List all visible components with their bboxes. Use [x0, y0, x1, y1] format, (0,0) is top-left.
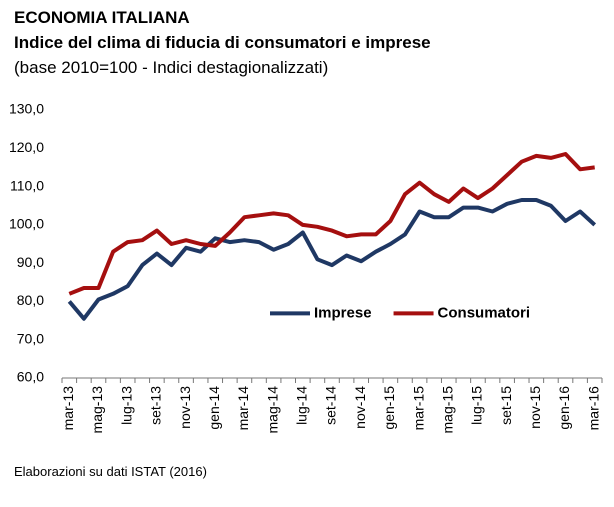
x-tick-label: mar-16	[585, 386, 601, 431]
y-tick-label: 80,0	[17, 292, 44, 308]
x-tick-label: nov-14	[352, 386, 368, 429]
x-tick-label: mar-15	[410, 386, 426, 431]
chart-note: (base 2010=100 - Indici destagionalizzat…	[14, 58, 328, 77]
y-tick-label: 120,0	[9, 139, 44, 155]
y-tick-label: 70,0	[17, 330, 44, 346]
x-tick-label: gen-16	[556, 386, 572, 430]
x-tick-label: mar-14	[235, 386, 251, 431]
y-tick-label: 110,0	[10, 177, 44, 193]
legend-label: Consumatori	[438, 304, 531, 321]
x-tick-label: set-14	[323, 386, 339, 425]
series-line	[67, 198, 597, 321]
x-tick-label: nov-15	[527, 386, 543, 429]
y-tick-label: 130,0	[9, 101, 44, 117]
x-tick-label: lug-14	[294, 386, 310, 425]
x-tick-label: lug-15	[469, 386, 485, 425]
x-tick-label: mar-13	[60, 386, 76, 431]
x-tick-label: lug-13	[118, 386, 134, 425]
x-tick-label: nov-13	[177, 386, 193, 429]
y-tick-label: 100,0	[9, 216, 44, 232]
chart-subtitle: Indice del clima di fiducia di consumato…	[14, 33, 431, 52]
x-tick-label: set-13	[148, 386, 164, 425]
x-tick-label: mag-14	[264, 386, 280, 434]
x-tick-label: set-15	[498, 386, 514, 425]
legend-label: Imprese	[314, 304, 372, 321]
x-tick-label: gen-14	[206, 386, 222, 430]
source-note: Elaborazioni su dati ISTAT (2016)	[14, 464, 207, 479]
chart-title: ECONOMIA ITALIANA	[14, 8, 190, 27]
x-tick-label: mag-15	[439, 386, 455, 434]
x-tick-label: gen-15	[381, 386, 397, 430]
y-tick-label: 90,0	[17, 254, 44, 270]
series-line	[68, 152, 595, 296]
y-tick-label: 60,0	[17, 369, 44, 385]
x-tick-label: mag-13	[89, 386, 105, 434]
